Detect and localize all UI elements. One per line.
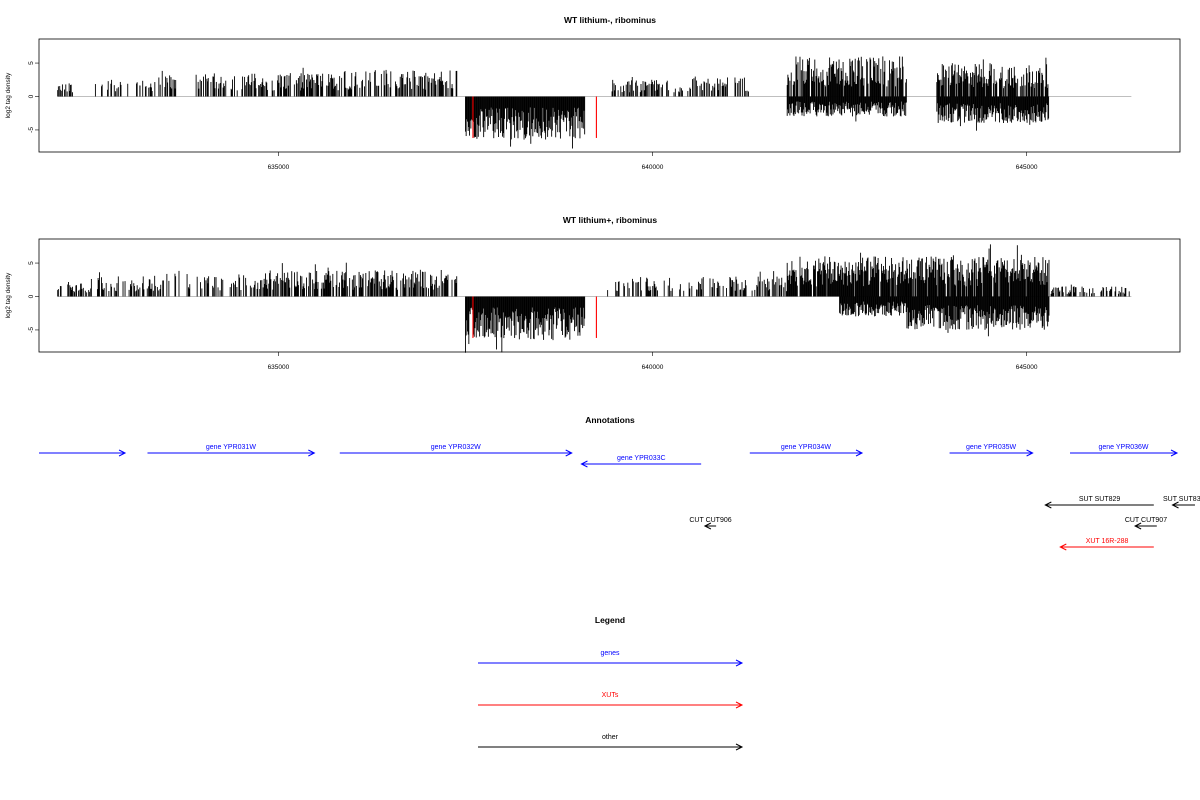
plot-frame bbox=[38, 38, 1181, 153]
x-tick-label: 645000 bbox=[1016, 164, 1038, 171]
panel-title: WT lithium-, ribominus bbox=[564, 15, 656, 25]
arrow-head bbox=[1059, 543, 1067, 551]
y-axis-label: log2 tag density bbox=[5, 72, 12, 118]
plot-frame bbox=[38, 238, 1181, 353]
annotations-panel: Annotations gene YPR031W gene YPR032W gene… bbox=[39, 415, 1200, 551]
legend-item: genes bbox=[478, 650, 744, 667]
track-panel-lithium-plus: WT lithium+, ribominus log2 tag density 5 0… bbox=[5, 215, 1181, 371]
legend-label: genes bbox=[600, 650, 620, 657]
annotation-label: CUT CUT906 bbox=[689, 517, 731, 524]
annotation-arrow: XUT 16R-288 bbox=[1059, 538, 1154, 551]
annotation-arrow: CUT CUT907 bbox=[1125, 517, 1167, 530]
annotation-arrow: gene YPR035W bbox=[949, 444, 1034, 457]
track-panel-lithium-minus: WT lithium-, ribominus log2 tag density 5 0… bbox=[5, 15, 1181, 171]
annotation-label: gene YPR034W bbox=[781, 444, 831, 451]
legend: Legend genes XUTs other bbox=[478, 615, 744, 751]
y-tick-label: -5 bbox=[28, 127, 35, 133]
x-tick-label: 640000 bbox=[642, 364, 664, 371]
annotations-title: Annotations bbox=[585, 415, 635, 425]
arrow-head bbox=[580, 460, 588, 468]
x-tick-label: 640000 bbox=[642, 164, 664, 171]
legend-item: XUTs bbox=[478, 692, 744, 709]
bar-series bbox=[57, 244, 1130, 353]
annotation-label: SUT SUT829 bbox=[1079, 496, 1121, 503]
annotation-arrow: gene YPR033C bbox=[580, 455, 702, 468]
legend-item: other bbox=[478, 734, 744, 751]
arrow-head bbox=[1171, 501, 1179, 509]
legend-arrow-head bbox=[735, 659, 744, 667]
y-tick-label: 0 bbox=[28, 294, 35, 298]
annotation-label: SUT SUT830 bbox=[1163, 496, 1200, 503]
x-tick-label: 635000 bbox=[268, 164, 290, 171]
annotation-arrow bbox=[39, 449, 127, 457]
arrow-head bbox=[308, 449, 316, 457]
annotation-arrow: SUT SUT829 bbox=[1044, 496, 1154, 509]
arrow-head bbox=[855, 449, 864, 457]
legend-label: other bbox=[602, 734, 619, 741]
annotation-arrow: SUT SUT830 bbox=[1163, 496, 1200, 509]
panel-title: WT lithium+, ribominus bbox=[563, 215, 657, 225]
arrow-head bbox=[565, 449, 573, 457]
annotation-arrow: gene YPR036W bbox=[1070, 444, 1179, 457]
arrow-head bbox=[118, 449, 127, 457]
arrow-head bbox=[1026, 449, 1034, 457]
x-tick-label: 635000 bbox=[268, 364, 290, 371]
annotation-arrow: CUT CUT906 bbox=[689, 517, 732, 530]
annotation-label: gene YPR032W bbox=[431, 444, 481, 451]
y-tick-label: 5 bbox=[28, 261, 35, 265]
y-axis-label: log2 tag density bbox=[5, 272, 12, 318]
annotation-arrow: gene YPR032W bbox=[339, 444, 573, 457]
arrow-head bbox=[1044, 501, 1052, 509]
annotation-label: gene YPR035W bbox=[966, 444, 1016, 451]
y-tick-label: -5 bbox=[28, 327, 35, 333]
legend-arrow-head bbox=[735, 701, 744, 709]
annotation-arrow: gene YPR034W bbox=[749, 444, 864, 457]
annotation-label: gene YPR036W bbox=[1098, 444, 1148, 451]
y-tick-label: 5 bbox=[28, 61, 35, 65]
legend-arrow-head bbox=[735, 743, 744, 751]
arrow-head bbox=[703, 522, 712, 530]
annotation-label: gene YPR031W bbox=[206, 444, 256, 451]
arrow-head bbox=[1170, 449, 1179, 457]
annotation-arrow: gene YPR031W bbox=[147, 444, 316, 457]
bar-series bbox=[57, 56, 1050, 149]
annotation-label: XUT 16R-288 bbox=[1086, 538, 1129, 545]
annotation-label: CUT CUT907 bbox=[1125, 517, 1167, 524]
legend-title: Legend bbox=[595, 615, 625, 625]
arrow-head bbox=[1133, 522, 1142, 530]
x-tick-label: 645000 bbox=[1016, 364, 1038, 371]
annotation-label: gene YPR033C bbox=[617, 455, 666, 462]
y-tick-label: 0 bbox=[28, 94, 35, 98]
legend-label: XUTs bbox=[602, 692, 619, 699]
